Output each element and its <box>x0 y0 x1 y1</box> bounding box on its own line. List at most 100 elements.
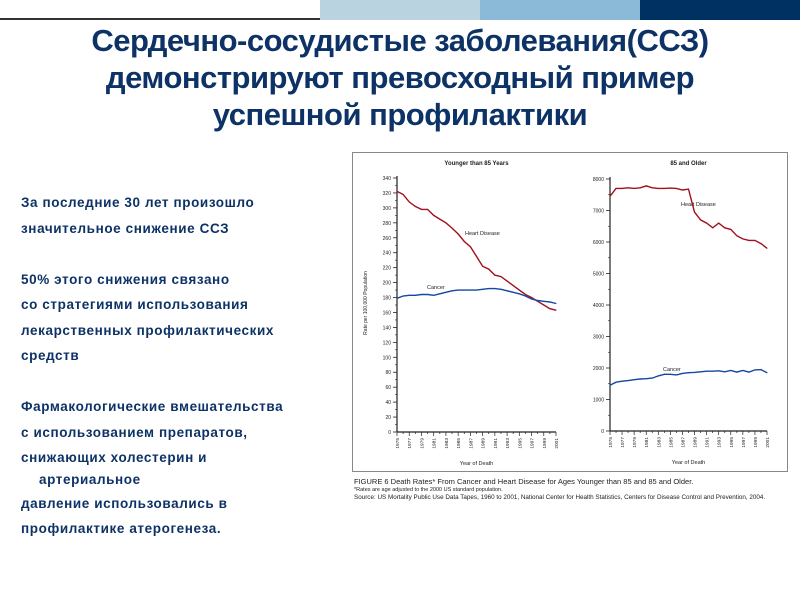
y-tick-label: 4000 <box>593 303 604 309</box>
y-tick-label: 240 <box>383 251 392 257</box>
data-point <box>494 274 496 276</box>
data-point <box>633 187 635 189</box>
data-point <box>457 289 459 291</box>
series-label: Heart Disease <box>465 231 500 237</box>
data-point <box>663 187 665 189</box>
data-point <box>408 201 410 203</box>
data-point <box>615 187 617 189</box>
data-point <box>754 369 756 371</box>
series-line-cancer <box>396 287 557 305</box>
data-point <box>748 239 750 241</box>
data-point <box>627 380 629 382</box>
data-point <box>457 233 459 235</box>
y-tick-label: 2000 <box>593 366 604 372</box>
y-tick-label: 40 <box>385 400 391 406</box>
x-tick-label: 1975 <box>395 438 401 449</box>
data-point <box>439 293 441 295</box>
data-point <box>445 222 447 224</box>
x-tick-label: 2001 <box>765 437 771 448</box>
data-point <box>694 371 696 373</box>
data-point <box>506 290 508 292</box>
y-tick-label: 340 <box>383 176 392 182</box>
data-point <box>724 227 726 229</box>
series-label: Heart Disease <box>681 202 716 208</box>
y-tick-label: 320 <box>383 191 392 197</box>
body-line: профилактике атерогенеза. <box>21 521 222 536</box>
title-line: Сердечно-сосудистые заболевания(ССЗ) <box>91 23 709 58</box>
data-point <box>482 288 484 290</box>
data-point <box>469 289 471 291</box>
data-point <box>760 369 762 371</box>
header-bar-navy <box>640 0 800 20</box>
body-line: со стратегиями использования <box>21 297 249 312</box>
data-point <box>694 211 696 213</box>
y-tick-label: 260 <box>383 236 392 242</box>
y-tick-label: 120 <box>383 340 392 346</box>
data-point <box>639 378 641 380</box>
body-line: снижающих холестерин и <box>21 450 208 465</box>
data-point <box>627 187 629 189</box>
data-point <box>549 301 551 303</box>
data-point <box>494 288 496 290</box>
data-point <box>433 214 435 216</box>
data-point <box>506 280 508 282</box>
data-point <box>420 294 422 296</box>
y-tick-label: 100 <box>383 355 392 361</box>
caption-source: Source: US Mortality Public Use Data Tap… <box>354 494 766 501</box>
y-tick-label: 6000 <box>593 240 604 246</box>
data-point <box>500 288 502 290</box>
body-line: значительное снижение ССЗ <box>21 220 230 236</box>
y-tick-label: 1000 <box>593 398 604 404</box>
data-point <box>512 285 514 287</box>
x-tick-label: 1987 <box>680 437 686 448</box>
series-label: Cancer <box>663 367 681 373</box>
figure-caption: FIGURE 6 Death Rates* From Cancer and He… <box>354 478 765 502</box>
body-line: Фармакологические вмешательства <box>21 399 284 414</box>
data-point <box>639 187 641 189</box>
data-point <box>700 219 702 221</box>
data-point <box>518 289 520 291</box>
data-point <box>688 188 689 190</box>
body-line: лекарственных профилактических <box>21 322 275 338</box>
x-tick-label: 1985 <box>456 438 462 449</box>
data-point <box>414 294 416 296</box>
x-tick-label: 2001 <box>554 438 560 449</box>
y-tick-label: 5000 <box>593 272 604 278</box>
y-tick-label: 180 <box>383 296 392 302</box>
data-point <box>531 297 533 299</box>
data-point <box>555 303 557 305</box>
series-label: Cancer <box>427 285 445 291</box>
data-point <box>645 185 647 187</box>
data-point <box>439 218 441 220</box>
header-bar-light-blue <box>320 0 480 20</box>
data-point <box>712 370 714 372</box>
body-line: За последние 30 лет произошло <box>21 195 255 210</box>
slide-title: Сердечно-сосудистые заболевания(ССЗ) дем… <box>0 22 800 133</box>
data-point <box>633 379 635 381</box>
chart-title: Younger than 85 Years <box>444 161 509 167</box>
data-point <box>549 308 551 310</box>
data-point <box>488 288 490 290</box>
data-point <box>396 297 398 299</box>
data-point <box>469 246 471 248</box>
title-line: успешной профилактики <box>212 97 588 132</box>
data-point <box>531 298 533 300</box>
caption-note: *Rates are age adjusted to the 2000 US s… <box>354 487 503 493</box>
y-tick-label: 3000 <box>593 335 604 341</box>
data-point <box>518 293 520 295</box>
x-axis-label: Year of Death <box>672 460 705 466</box>
data-point <box>543 304 545 306</box>
x-tick-label: 1993 <box>717 437 723 448</box>
series-line-heart-disease <box>609 185 768 249</box>
x-tick-label: 1987 <box>468 438 474 449</box>
data-point <box>651 187 653 189</box>
y-tick-label: 7000 <box>593 209 604 215</box>
data-point <box>555 309 557 311</box>
data-point <box>476 255 477 257</box>
y-tick-label: 300 <box>383 206 392 212</box>
data-point <box>433 294 435 296</box>
y-tick-label: 20 <box>385 415 391 421</box>
y-tick-label: 8000 <box>593 177 604 183</box>
data-point <box>482 265 484 267</box>
x-tick-label: 1997 <box>741 437 747 448</box>
